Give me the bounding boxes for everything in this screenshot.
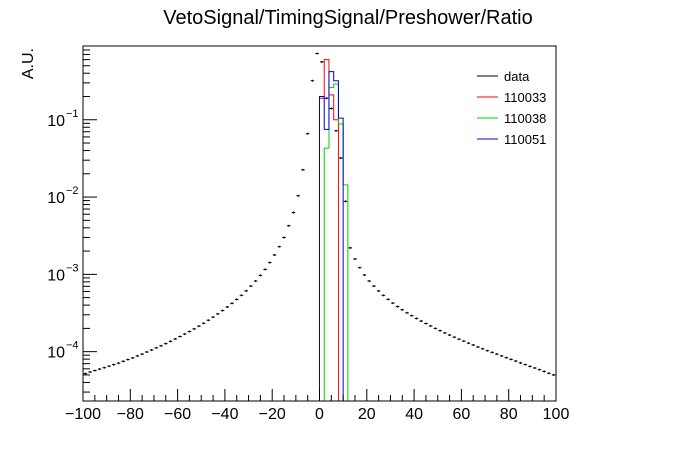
- x-tick-label: 80: [500, 406, 518, 423]
- chart-title: VetoSignal/TimingSignal/Preshower/Ratio: [163, 7, 532, 29]
- x-tick-label: 40: [405, 406, 423, 423]
- y-tick-exponent: −1: [66, 108, 79, 120]
- histogram-110051: [319, 71, 344, 401]
- x-tick-label: −60: [164, 406, 191, 423]
- y-tick-label: 10: [47, 267, 65, 284]
- legend-label-data: data: [504, 69, 530, 84]
- y-tick-exponent: −2: [66, 185, 79, 197]
- y-tick-label: 10: [47, 190, 65, 207]
- x-tick-label: 0: [315, 406, 324, 423]
- x-tick-label: −20: [259, 406, 286, 423]
- plot-area: [83, 52, 556, 401]
- y-tick-label: 10: [47, 345, 65, 362]
- y-tick-exponent: −4: [66, 340, 79, 352]
- axes: −100 −80 −60 −40 −20 0 20 40 60 80 10010−410−310−2…: [47, 45, 570, 423]
- x-tick-label: 60: [453, 406, 471, 423]
- histogram-110038: [323, 83, 349, 401]
- legend: data 110033 110038 110051: [477, 69, 546, 147]
- x-tick-label: 20: [358, 406, 376, 423]
- x-tick-label: −100: [65, 406, 101, 423]
- y-axis-label: A.U.: [20, 48, 37, 79]
- x-tick-label: 100: [543, 406, 570, 423]
- x-tick-label: −40: [211, 406, 238, 423]
- x-tick-label: −80: [117, 406, 144, 423]
- legend-label-110038: 110038: [504, 111, 546, 126]
- y-tick-label: 10: [47, 113, 65, 130]
- legend-label-110033: 110033: [504, 90, 546, 105]
- legend-label-110051: 110051: [504, 132, 546, 147]
- y-tick-exponent: −3: [66, 262, 79, 274]
